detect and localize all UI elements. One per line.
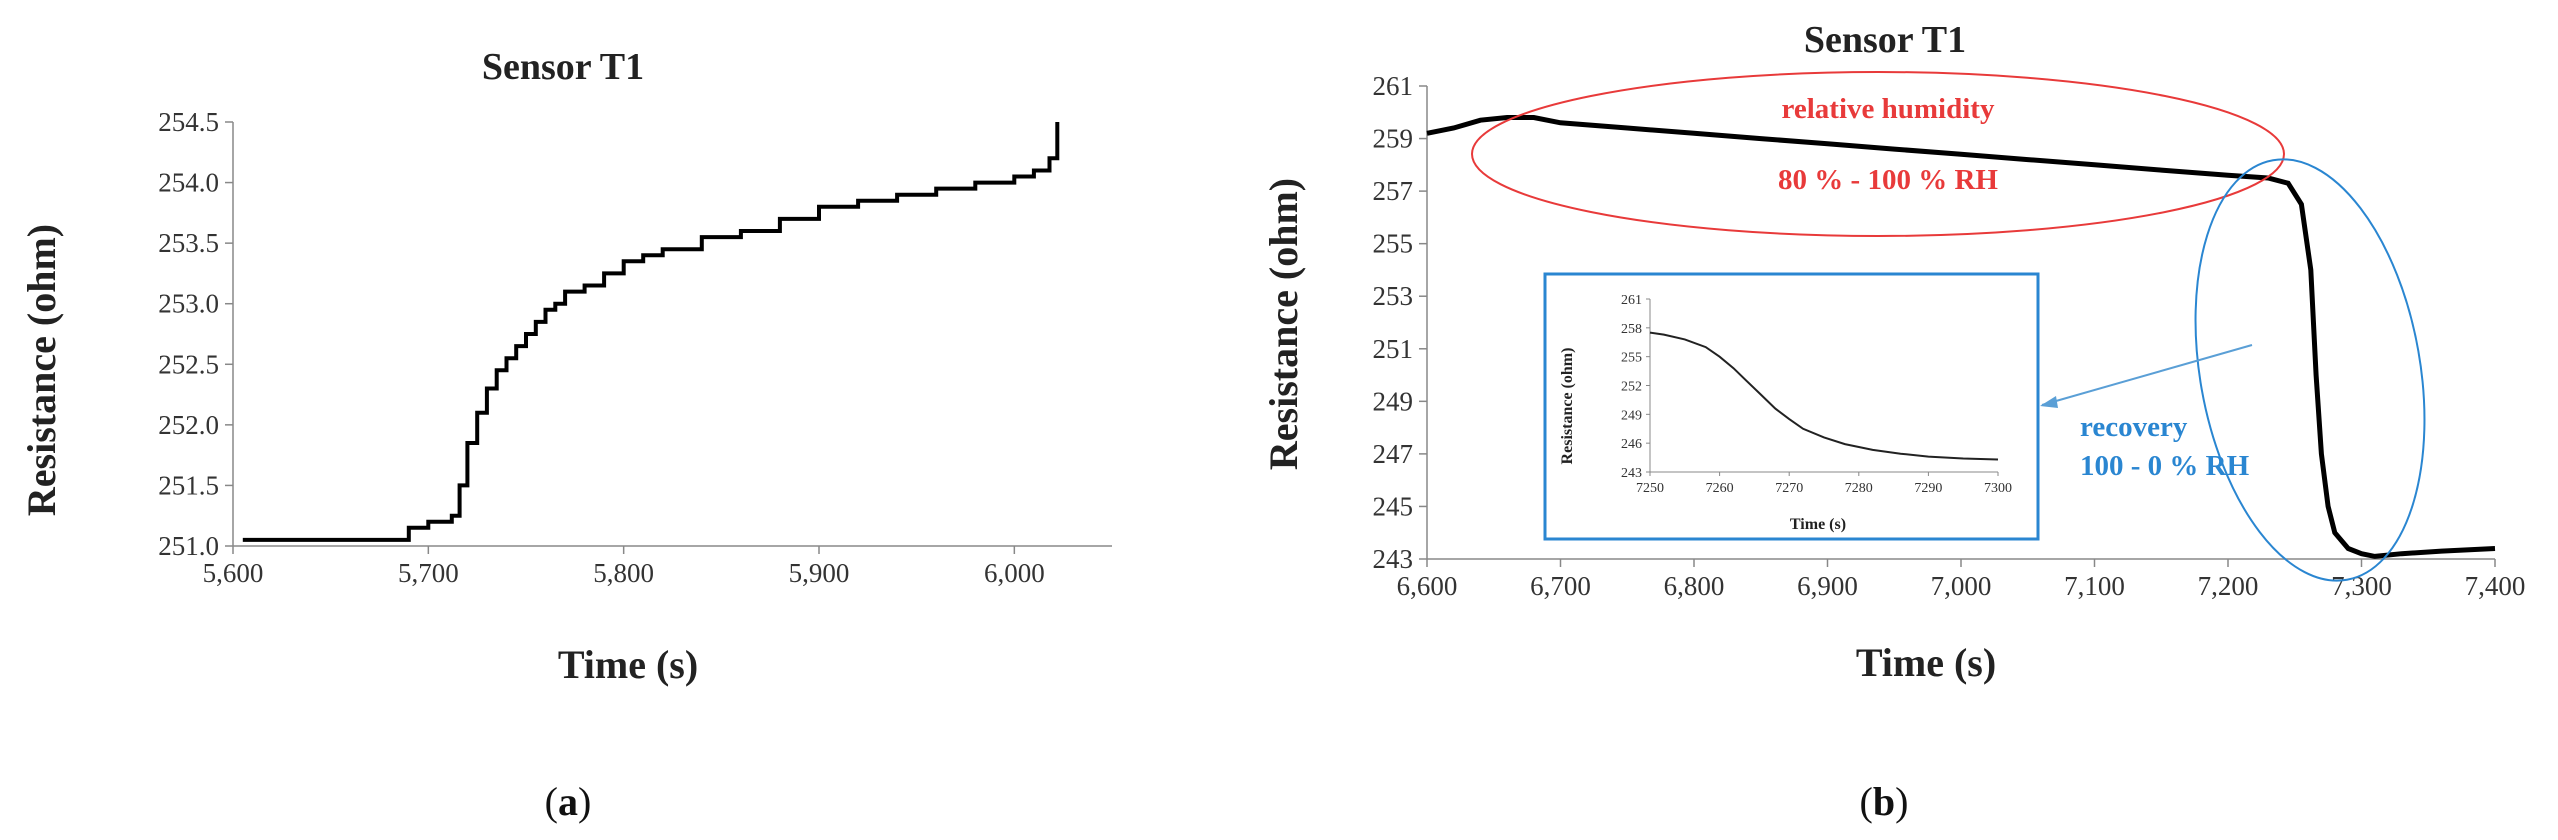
chart-panel-a: Sensor T1 Time (s) Resistance (ohm) 5,60… xyxy=(19,46,1112,824)
panel-a-axes: 5,600 5,700 5,800 5,900 6,000 251.0 251.5 252.0… xyxy=(158,107,1112,588)
panel-a-x-tick-label: 5,800 xyxy=(593,558,654,588)
callout-arrowhead xyxy=(2040,396,2058,408)
inset-x-tick-label: 7270 xyxy=(1775,481,1803,496)
inset-y-tick-label: 261 xyxy=(1621,293,1642,308)
inset-axes: 7250 7260 7270 7280 7290 7300 243 246 249 252 255 2… xyxy=(1621,293,2012,496)
panel-a-x-axis-label: Time (s) xyxy=(558,642,698,687)
panel-b-axes: 6,600 6,700 6,800 6,900 7,000 7,100 7,200 7,300… xyxy=(1373,71,2526,601)
panel-b-y-tick-label: 261 xyxy=(1373,71,1414,101)
panel-b-x-tick-label: 7,100 xyxy=(2064,571,2125,601)
panel-a-y-tick-label: 254.0 xyxy=(158,168,219,198)
panel-b-caption: (b) xyxy=(1860,779,1909,824)
panel-b-x-tick-label: 6,800 xyxy=(1664,571,1725,601)
panel-b-x-tick-label: 7,200 xyxy=(2198,571,2259,601)
panel-b-y-tick-label: 247 xyxy=(1373,439,1414,469)
recovery-ellipse xyxy=(2194,158,2426,582)
panel-b-y-tick-label: 255 xyxy=(1373,229,1414,259)
inset-x-axis-label: Time (s) xyxy=(1790,516,1846,533)
panel-b-x-tick-label: 7,400 xyxy=(2465,571,2526,601)
panel-a-caption-letter: a xyxy=(558,779,578,824)
humidity-label-line1: relative humidity xyxy=(1782,93,1995,125)
panel-a-y-tick-label: 251.5 xyxy=(158,470,219,500)
panel-b-x-tick-label: 6,900 xyxy=(1797,571,1858,601)
panel-b-y-tick-label: 251 xyxy=(1373,334,1414,364)
panel-b-y-tick-label: 257 xyxy=(1373,176,1414,206)
panel-a-x-tick-label: 5,900 xyxy=(789,558,850,588)
inset-y-axis-label: Resistance (ohm) xyxy=(1559,348,1576,465)
panel-a-caption: (a) xyxy=(545,779,592,824)
recovery-label-line1: recovery xyxy=(2080,411,2188,443)
panel-a-x-tick-label: 5,600 xyxy=(203,558,264,588)
panel-b-y-tick-label: 253 xyxy=(1373,281,1414,311)
inset-y-tick-label: 246 xyxy=(1621,437,1642,452)
panel-b-y-tick-label: 245 xyxy=(1373,491,1414,521)
panel-b-y-axis-label: Resistance (ohm) xyxy=(1261,178,1306,470)
inset-x-tick-label: 7300 xyxy=(1984,481,2012,496)
panel-a-y-tick-label: 253.0 xyxy=(158,289,219,319)
panel-a-y-axis-label: Resistance (ohm) xyxy=(19,224,64,516)
panel-a-y-tick-label: 254.5 xyxy=(158,107,219,137)
panel-b-x-tick-label: 6,600 xyxy=(1397,571,1458,601)
panel-b-x-tick-label: 7,000 xyxy=(1931,571,1992,601)
panel-b-title: Sensor T1 xyxy=(1804,19,1966,61)
inset-chart: 7250 7260 7270 7280 7290 7300 243 246 249 252 255 2… xyxy=(1543,272,2040,541)
panel-a-series-line xyxy=(242,122,1060,542)
inset-x-tick-label: 7280 xyxy=(1845,481,1873,496)
panel-a-y-tick-label: 253.5 xyxy=(158,228,219,258)
panel-b-series-line xyxy=(1426,115,2496,559)
inset-y-tick-label: 243 xyxy=(1621,466,1642,481)
panel-b-y-tick-label: 243 xyxy=(1373,544,1414,574)
inset-y-tick-label: 258 xyxy=(1621,322,1642,337)
inset-series-line xyxy=(1649,331,1999,461)
panel-b-y-tick-label: 259 xyxy=(1373,124,1414,154)
callout-arrow xyxy=(2041,344,2253,406)
inset-x-tick-label: 7260 xyxy=(1706,481,1734,496)
panel-a-y-tick-label: 252.0 xyxy=(158,410,219,440)
humidity-ellipse xyxy=(1471,71,2285,237)
humidity-label-line2: 80 % - 100 % RH xyxy=(1778,164,1998,196)
panel-a-x-tick-label: 6,000 xyxy=(984,558,1045,588)
inset-frame xyxy=(1543,272,2040,541)
recovery-label-line2: 100 - 0 % RH xyxy=(2080,450,2250,482)
panel-a-title: Sensor T1 xyxy=(482,46,644,88)
panel-b-x-axis-label: Time (s) xyxy=(1856,640,1996,685)
panel-a-x-tick-label: 5,700 xyxy=(398,558,459,588)
inset-x-tick-label: 7290 xyxy=(1914,481,1942,496)
inset-y-tick-label: 249 xyxy=(1621,408,1642,423)
panel-a-y-tick-label: 251.0 xyxy=(158,531,219,561)
inset-x-tick-label: 7250 xyxy=(1636,481,1664,496)
panel-a-y-tick-label: 252.5 xyxy=(158,349,219,379)
inset-y-tick-label: 255 xyxy=(1621,351,1642,366)
panel-b-x-tick-label: 6,700 xyxy=(1530,571,1591,601)
panel-b-y-tick-label: 249 xyxy=(1373,386,1414,416)
panel-b-caption-letter: b xyxy=(1873,779,1895,824)
chart-panel-b: Sensor T1 Time (s) Resistance (ohm) 6,60… xyxy=(1261,19,2525,824)
inset-y-tick-label: 252 xyxy=(1621,380,1642,395)
